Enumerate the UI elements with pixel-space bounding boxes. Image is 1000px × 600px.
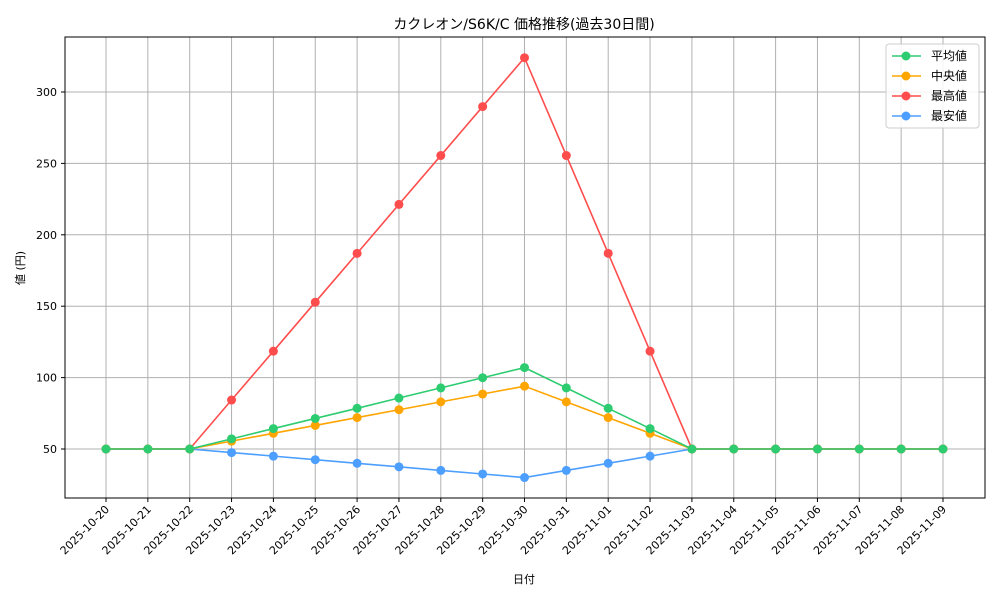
data-point (352, 403, 362, 413)
legend-item: 最安値 (892, 108, 967, 123)
data-point (227, 448, 237, 458)
data-point (561, 383, 571, 393)
data-point (771, 444, 781, 454)
legend-item: 中央値 (892, 68, 967, 83)
data-point (729, 444, 739, 454)
legend-item: 最高値 (892, 88, 967, 103)
data-point (854, 444, 864, 454)
data-point (603, 248, 613, 258)
data-point (268, 346, 278, 356)
data-point (394, 393, 404, 403)
data-point (896, 444, 906, 454)
data-point (436, 383, 446, 393)
data-point (185, 444, 195, 454)
legend-item: 平均値 (892, 48, 967, 63)
data-point (478, 469, 488, 479)
data-point (352, 413, 362, 423)
data-point (310, 413, 320, 423)
legend-label: 中央値 (931, 68, 967, 83)
series-line (101, 363, 948, 454)
legend-marker-icon (901, 111, 911, 121)
legend-marker-icon (901, 91, 911, 101)
legend-marker-icon (901, 71, 911, 81)
data-point (310, 420, 320, 430)
data-point (352, 458, 362, 468)
data-point (938, 444, 948, 454)
data-point (227, 395, 237, 405)
data-point (603, 403, 613, 413)
legend-label: 最高値 (931, 88, 967, 103)
data-point (645, 424, 655, 434)
data-point (436, 397, 446, 407)
data-point (687, 444, 697, 454)
legend-label: 平均値 (931, 48, 967, 63)
data-point (520, 473, 529, 483)
data-point (268, 451, 278, 461)
data-point (227, 434, 237, 444)
data-point (561, 151, 571, 161)
y-tick-label: 50 (43, 443, 57, 456)
data-point (603, 413, 613, 423)
chart-title: カクレオン/S6K/C 価格推移(過去30日間) (393, 17, 654, 33)
data-point (436, 465, 446, 475)
data-point (520, 53, 529, 63)
data-point (520, 363, 529, 373)
data-point (520, 381, 529, 391)
data-point (603, 458, 613, 468)
y-tick-label: 250 (36, 157, 57, 170)
data-point (101, 444, 111, 454)
data-point (394, 199, 404, 209)
series-group (101, 53, 948, 483)
data-point (352, 248, 362, 258)
y-tick-label: 200 (36, 229, 57, 242)
data-point (268, 424, 278, 434)
y-tick-label: 150 (36, 300, 57, 313)
data-point (143, 444, 153, 454)
data-point (812, 444, 822, 454)
legend-marker-icon (901, 51, 911, 61)
data-point (478, 102, 488, 112)
data-point (394, 462, 404, 472)
data-point (645, 346, 655, 356)
data-point (645, 451, 655, 461)
data-point (478, 389, 488, 399)
data-point (436, 151, 446, 161)
x-axis-label: 日付 (513, 573, 535, 586)
y-axis-label: 値 (円) (14, 251, 27, 285)
data-point (561, 465, 571, 475)
x-axis: 2025-10-202025-10-212025-10-222025-10-23… (58, 498, 949, 557)
y-axis: 50 100 150 200 250 300 (36, 86, 65, 456)
data-point (394, 405, 404, 415)
y-tick-label: 300 (36, 86, 57, 99)
legend-label: 最安値 (931, 108, 967, 123)
y-tick-label: 100 (36, 372, 57, 385)
data-point (310, 455, 320, 465)
data-point (561, 397, 571, 407)
grid (65, 37, 985, 498)
data-point (478, 373, 488, 383)
legend-box (885, 43, 980, 129)
data-point (310, 297, 320, 307)
